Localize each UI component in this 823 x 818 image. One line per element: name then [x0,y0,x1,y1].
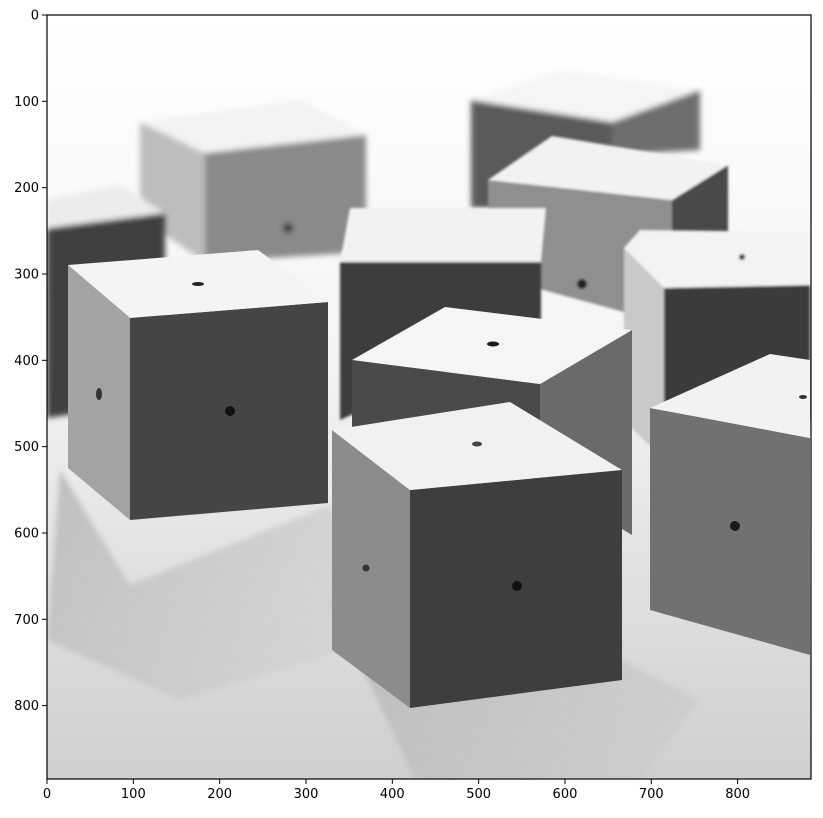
x-tick-label: 600 [553,787,578,802]
x-tick-label: 800 [725,787,750,802]
x-tick-label: 400 [380,787,405,802]
cube-back-top-left [140,100,366,262]
y-tick-label: 300 [14,267,39,282]
cube-right-front [650,354,810,655]
photo-image [47,15,811,779]
y-tick-label: 0 [31,9,39,24]
y-axis: 0 100 200 300 400 500 600 700 800 [14,9,47,714]
x-tick-label: 500 [466,787,491,802]
x-axis: 0 100 200 300 400 500 600 700 800 [43,779,750,802]
y-tick-label: 400 [14,354,39,369]
x-tick-label: 100 [121,787,146,802]
x-tick-label: 0 [43,787,51,802]
y-tick-label: 200 [14,181,39,196]
x-tick-label: 700 [639,787,664,802]
y-tick-label: 800 [14,699,39,714]
axes-frame [46,14,812,780]
y-tick-label: 700 [14,613,39,628]
y-tick-label: 600 [14,526,39,541]
y-tick-label: 500 [14,440,39,455]
x-tick-label: 200 [207,787,232,802]
x-tick-label: 300 [294,787,319,802]
cube-front-center [332,402,622,708]
y-tick-label: 100 [14,95,39,110]
cube-front-left [68,250,328,520]
